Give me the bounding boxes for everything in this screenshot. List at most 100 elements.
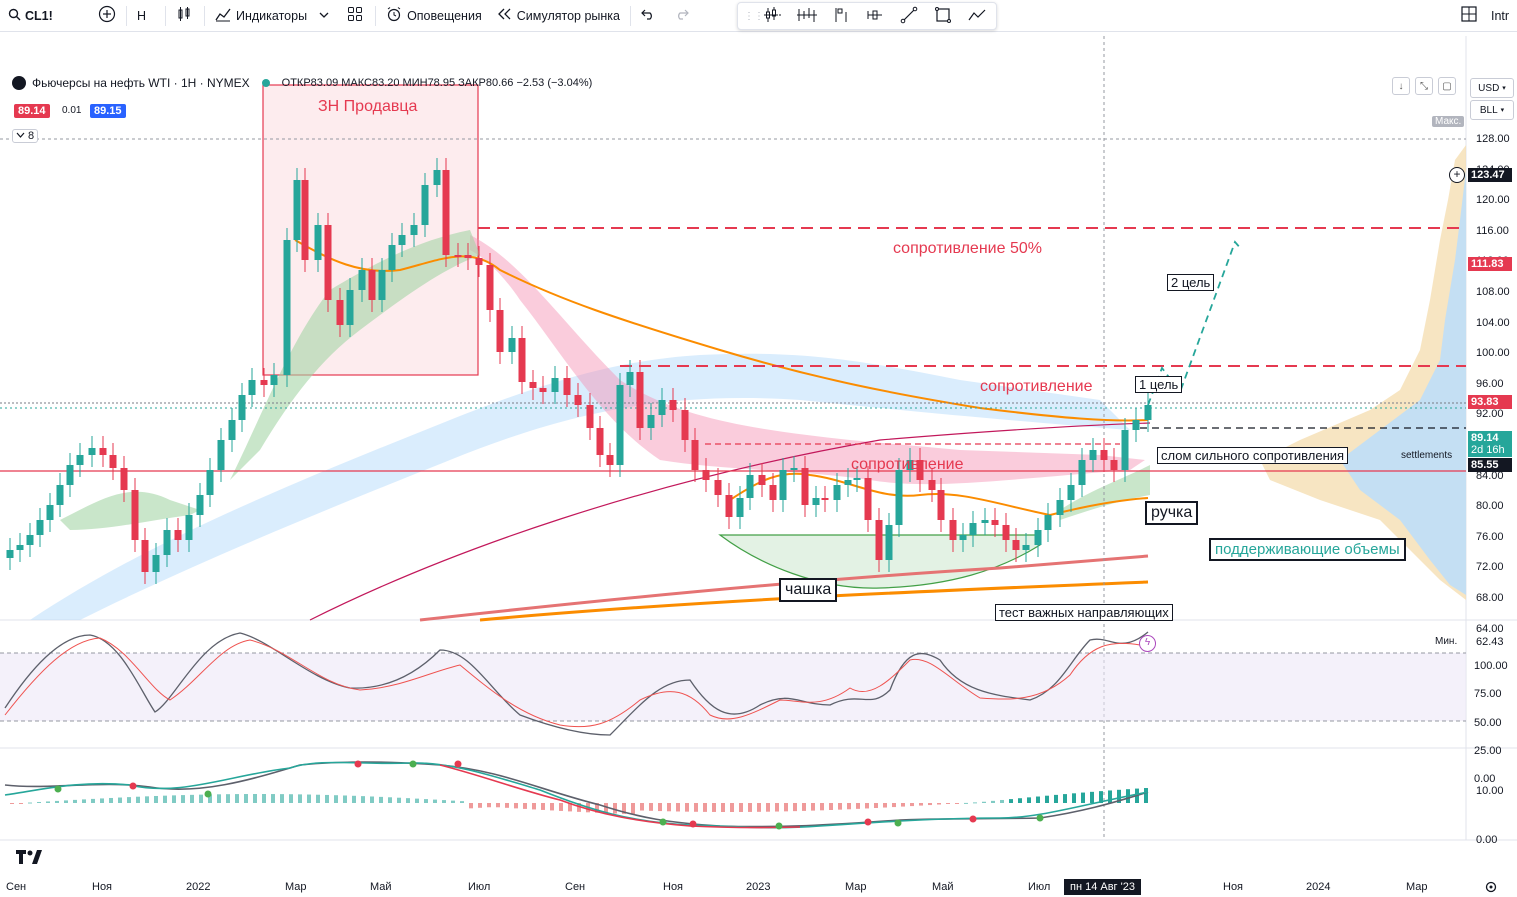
ruler-tool[interactable] — [858, 6, 892, 27]
symbol-search[interactable]: CL1! — [0, 0, 90, 32]
macd-histogram-bar — [1009, 799, 1013, 803]
bid-price[interactable]: 89.14 — [14, 104, 50, 118]
target-1-label[interactable]: 1 цель — [1135, 376, 1183, 393]
trendline-tool[interactable] — [892, 6, 926, 27]
breakout-label[interactable]: слом сильного сопротивления — [1157, 447, 1349, 464]
candle-body — [1144, 405, 1152, 420]
macd-histogram-bar — [991, 800, 995, 803]
candle-body — [906, 460, 914, 470]
indicators-toggle[interactable]: 8 — [12, 129, 39, 143]
candle-body — [378, 270, 386, 300]
price-axis-label: 0.00 — [1474, 773, 1496, 785]
candle-body — [238, 395, 246, 420]
grid-icon — [347, 6, 363, 25]
candle-body — [928, 480, 936, 490]
drag-handle-icon[interactable]: ⋮⋮ — [744, 10, 764, 22]
macd-histogram-bar — [37, 801, 41, 803]
search-icon — [8, 8, 21, 24]
macd-histogram-bar — [523, 803, 527, 809]
path-tool[interactable] — [960, 6, 994, 27]
indicators-button[interactable]: Индикаторы — [207, 0, 315, 32]
macd-histogram-bar — [316, 794, 320, 803]
replay-button[interactable]: Симулятор рынка — [490, 0, 628, 32]
settings-button[interactable] — [1484, 880, 1498, 897]
bracket-icon — [866, 6, 884, 27]
cup-label[interactable]: чашка — [779, 578, 838, 602]
time-axis-label: Июл — [1028, 881, 1051, 893]
long-position-tool[interactable] — [756, 6, 790, 27]
macd-histogram-bar — [235, 794, 239, 803]
add-symbol-button[interactable] — [90, 0, 124, 32]
macd-histogram-bar — [766, 803, 770, 812]
settlements-label: settlements — [1401, 450, 1453, 461]
macd-histogram-bar — [1072, 793, 1076, 803]
macd-histogram-bar — [217, 794, 221, 803]
handle-label[interactable]: ручка — [1145, 501, 1199, 525]
legend-title[interactable]: Фьючерсы на нефть WTI · 1Н · NYMEX — [32, 76, 250, 90]
macd-histogram-bar — [1090, 791, 1094, 803]
chart-area[interactable]: Фьючерсы на нефть WTI · 1Н · NYMEX ОТКР8… — [0, 36, 1517, 895]
seller-zone-label[interactable]: ЗН Продавца — [318, 98, 418, 115]
currency-select[interactable]: USD ▾ — [1470, 78, 1514, 98]
candle-body — [1012, 540, 1020, 550]
chart-type-button[interactable] — [168, 0, 202, 32]
templates-button[interactable] — [339, 0, 373, 32]
candle-body — [260, 380, 268, 385]
intraday-link[interactable]: Intr — [1491, 8, 1510, 23]
support-volumes-label[interactable]: поддерживающие объемы — [1209, 538, 1406, 561]
candle-body — [1132, 420, 1140, 430]
stochastic-d-line — [4, 637, 1141, 728]
interval-button[interactable]: Н — [137, 8, 147, 23]
crosshair-date-tag: пн 14 Авг '23 — [1064, 879, 1141, 895]
add-alert-button[interactable]: + — [1449, 167, 1465, 183]
pattern-tool[interactable] — [790, 6, 824, 27]
alerts-button[interactable]: Оповещения — [378, 0, 490, 32]
current-price: 89.14 — [1471, 432, 1499, 444]
candle-body — [844, 480, 852, 485]
resistance-label-2[interactable]: сопротивление — [851, 456, 964, 473]
macd-histogram-bar — [946, 803, 950, 804]
macd-histogram-bar — [64, 800, 68, 803]
candle-body — [853, 478, 861, 480]
macd-histogram-bar — [757, 803, 761, 812]
candle-body — [131, 490, 139, 540]
macd-histogram-bar — [451, 800, 455, 803]
flag-tool[interactable] — [824, 6, 858, 27]
candle-body — [26, 535, 34, 545]
resistance-50-label[interactable]: сопротивление 50% — [893, 240, 1042, 257]
candle-body — [314, 225, 322, 260]
macd-histogram-bar — [784, 803, 788, 812]
resistance-label[interactable]: сопротивление — [980, 378, 1093, 395]
unit-select[interactable]: BLL ▾ — [1470, 100, 1514, 120]
ma-test-label[interactable]: тест важных направляющих — [995, 604, 1173, 621]
tradingview-logo[interactable] — [16, 848, 42, 869]
candle-body — [36, 520, 44, 535]
ask-price[interactable]: 89.15 — [90, 104, 126, 118]
candle-body — [1089, 450, 1097, 460]
macd-histogram-bar — [172, 795, 176, 803]
flash-icon[interactable]: ϟ — [1139, 635, 1156, 652]
candle-body — [916, 460, 924, 480]
redo-button[interactable] — [667, 0, 701, 32]
candles-group — [6, 158, 1152, 584]
macd-histogram-bar — [262, 794, 266, 803]
target-2-label[interactable]: 2 цель — [1167, 274, 1215, 291]
plus-circle-icon — [98, 5, 116, 26]
undo-icon — [641, 8, 655, 23]
layout-button[interactable] — [1453, 0, 1487, 32]
collapse-button[interactable]: ⤡ — [1415, 77, 1433, 95]
candle-body — [1100, 450, 1108, 460]
candle-body — [433, 170, 441, 185]
indicators-icon — [215, 6, 231, 25]
candle-body — [563, 378, 571, 395]
price-tag-85: 85.55 — [1468, 458, 1512, 472]
move-down-button[interactable]: ↓ — [1392, 77, 1410, 95]
candle-body — [790, 468, 798, 470]
maximize-button[interactable]: ▢ — [1438, 77, 1456, 95]
layout-dropdown[interactable] — [315, 0, 339, 32]
maximize-icon: ▢ — [1442, 80, 1452, 92]
macd-histogram-bar — [955, 803, 959, 804]
rectangle-tool[interactable] — [926, 6, 960, 27]
undo-button[interactable] — [633, 0, 667, 32]
macd-histogram-bar — [937, 803, 941, 805]
